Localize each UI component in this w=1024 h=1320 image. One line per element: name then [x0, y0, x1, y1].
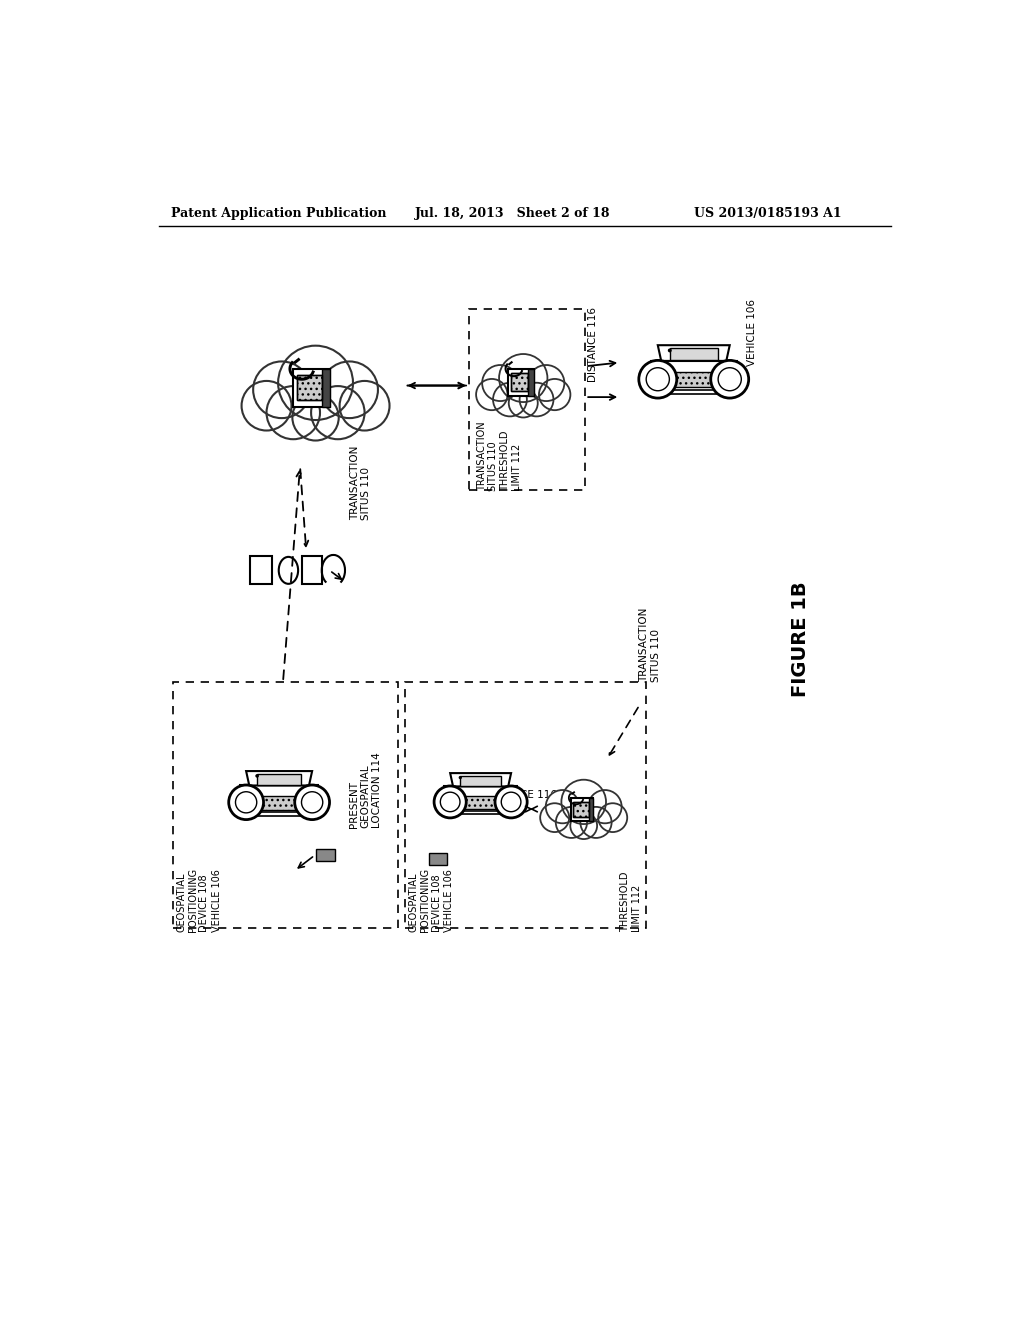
Ellipse shape — [279, 557, 298, 583]
Circle shape — [279, 346, 353, 420]
Circle shape — [440, 792, 460, 812]
Circle shape — [228, 785, 263, 820]
Circle shape — [482, 366, 518, 401]
Circle shape — [519, 383, 554, 416]
Circle shape — [293, 395, 339, 441]
Bar — [297, 375, 323, 400]
Text: TRANSACTION
SITUS 110: TRANSACTION SITUS 110 — [350, 446, 372, 520]
Bar — [429, 853, 447, 866]
Bar — [251, 557, 272, 585]
Bar — [657, 389, 730, 393]
Circle shape — [581, 807, 611, 838]
Text: GEOSPATIAL
POSITIONING
DEVICE 108: GEOSPATIAL POSITIONING DEVICE 108 — [176, 869, 209, 932]
Text: DISTANCE 116: DISTANCE 116 — [482, 789, 557, 800]
Circle shape — [541, 804, 569, 832]
Bar — [511, 374, 528, 391]
Bar — [323, 368, 330, 407]
Text: THRESHOLD
LIMIT 112: THRESHOLD LIMIT 112 — [621, 871, 642, 932]
Circle shape — [340, 381, 389, 430]
Bar — [670, 348, 718, 360]
Circle shape — [476, 379, 508, 411]
Circle shape — [598, 804, 628, 832]
Text: PRESENT
GEOSPATIAL
LOCATION 114: PRESENT GEOSPATIAL LOCATION 114 — [348, 752, 382, 829]
Circle shape — [711, 360, 749, 399]
Bar — [246, 812, 313, 816]
Bar — [316, 849, 335, 862]
Bar — [293, 368, 330, 407]
Bar — [302, 557, 322, 585]
Bar — [651, 360, 736, 392]
Bar — [257, 774, 301, 784]
Circle shape — [255, 774, 259, 777]
Text: VEHICLE 106: VEHICLE 106 — [444, 870, 455, 932]
Circle shape — [242, 381, 292, 430]
Text: Patent Application Publication: Patent Application Publication — [171, 207, 386, 220]
Circle shape — [499, 354, 548, 403]
Polygon shape — [246, 771, 312, 785]
Circle shape — [236, 792, 257, 813]
Bar — [463, 796, 499, 809]
Bar — [673, 372, 715, 387]
Polygon shape — [451, 774, 511, 787]
Bar — [259, 796, 299, 809]
Circle shape — [561, 780, 606, 824]
Bar — [406, 682, 646, 928]
Bar — [461, 776, 501, 785]
Circle shape — [639, 360, 677, 399]
Circle shape — [546, 791, 580, 824]
Circle shape — [588, 791, 622, 824]
Bar — [511, 374, 528, 391]
Text: Jul. 18, 2013   Sheet 2 of 18: Jul. 18, 2013 Sheet 2 of 18 — [415, 207, 610, 220]
Bar — [573, 801, 589, 817]
Circle shape — [668, 348, 672, 352]
Bar — [589, 797, 594, 821]
Text: TRANSACTION
SITUS 110: TRANSACTION SITUS 110 — [640, 607, 662, 682]
Text: VEHICLE 106: VEHICLE 106 — [746, 300, 757, 367]
Text: US 2013/0185193 A1: US 2013/0185193 A1 — [693, 207, 842, 220]
Text: TRANSACTION
SITUS 110: TRANSACTION SITUS 110 — [477, 421, 499, 491]
Circle shape — [495, 785, 527, 818]
Circle shape — [570, 812, 597, 840]
Bar — [297, 375, 323, 400]
Circle shape — [295, 785, 330, 820]
Text: FIGURE 1B: FIGURE 1B — [792, 582, 810, 697]
Circle shape — [539, 379, 570, 411]
Circle shape — [434, 785, 466, 818]
Bar — [508, 368, 534, 396]
Text: DISTANCE 116: DISTANCE 116 — [588, 306, 598, 381]
Circle shape — [528, 366, 564, 401]
Bar — [573, 801, 589, 817]
Bar — [240, 785, 318, 814]
Bar — [528, 368, 534, 396]
Text: THRESHOLD
LIMIT 112: THRESHOLD LIMIT 112 — [500, 430, 521, 491]
Polygon shape — [657, 346, 730, 360]
Circle shape — [321, 362, 378, 418]
Circle shape — [502, 792, 521, 812]
Bar — [469, 309, 586, 490]
Bar — [450, 810, 512, 814]
Circle shape — [459, 776, 462, 779]
Circle shape — [646, 368, 670, 391]
Circle shape — [301, 792, 323, 813]
Bar — [444, 787, 517, 813]
Circle shape — [266, 385, 321, 440]
Bar — [173, 682, 397, 928]
Text: GEOSPATIAL
POSITIONING
DEVICE 108: GEOSPATIAL POSITIONING DEVICE 108 — [409, 869, 441, 932]
Circle shape — [311, 385, 365, 440]
Circle shape — [253, 362, 310, 418]
Circle shape — [718, 368, 741, 391]
Circle shape — [493, 383, 527, 416]
Circle shape — [509, 388, 538, 417]
Text: VEHICLE 106: VEHICLE 106 — [212, 870, 222, 932]
Circle shape — [556, 807, 587, 838]
Bar — [570, 797, 594, 821]
